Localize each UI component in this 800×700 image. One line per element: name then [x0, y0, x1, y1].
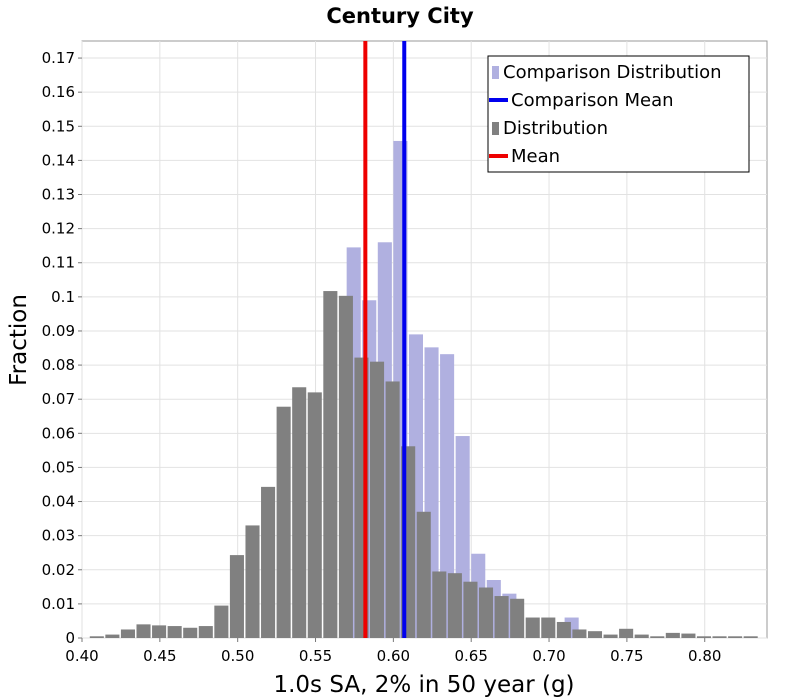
distribution-bar	[370, 361, 385, 638]
y-tick-label: 0.09	[42, 322, 75, 340]
y-tick-label: 0.16	[42, 83, 75, 101]
y-tick-label: 0.17	[42, 49, 75, 67]
legend-box	[487, 55, 750, 173]
distribution-bar	[634, 634, 649, 638]
y-tick-label: 0.13	[42, 186, 75, 204]
x-tick-label: 0.80	[688, 647, 721, 665]
distribution-bar	[338, 295, 353, 638]
y-tick-label: 0	[65, 629, 75, 647]
x-tick-label: 0.60	[377, 647, 410, 665]
distribution-bar	[587, 631, 603, 638]
legend-label: Comparison Distribution	[503, 62, 722, 83]
x-tick-label: 0.65	[455, 647, 488, 665]
distribution-bar	[556, 621, 571, 638]
distribution-bar	[416, 511, 431, 638]
legend: Comparison Distribution Comparison Mean Di…	[487, 55, 750, 173]
legend-label: Comparison Mean	[511, 90, 674, 111]
distribution-bar	[261, 486, 276, 638]
distribution-bar	[323, 291, 338, 638]
distribution-bar	[120, 629, 135, 638]
distribution-bar	[245, 525, 260, 638]
distribution-bar	[214, 605, 229, 638]
y-axis: 0 0.01 0.02 0.03 0.04 0.05 0.06 0.07 0.08 0.09 0.1…	[42, 49, 82, 647]
distribution-bar	[463, 581, 478, 638]
legend-swatch	[492, 66, 499, 79]
distribution-bar	[307, 392, 322, 638]
distribution-bar	[276, 406, 291, 638]
distribution-bar	[198, 626, 213, 638]
chart-title: Century City	[326, 4, 474, 28]
x-tick-label: 0.50	[221, 647, 254, 665]
comparison-bar	[440, 354, 455, 638]
x-tick-label: 0.75	[610, 647, 643, 665]
distribution-bar	[136, 624, 151, 638]
y-tick-label: 0.14	[42, 151, 75, 169]
distribution-bar	[619, 628, 634, 638]
distribution-bar	[432, 571, 447, 638]
distribution-bar	[541, 617, 556, 638]
distribution-bar	[105, 634, 120, 638]
distribution-bar	[167, 626, 182, 638]
distribution-bar	[572, 629, 587, 638]
distribution-bar	[183, 627, 198, 638]
distribution-bar	[229, 555, 244, 638]
y-tick-label: 0.11	[42, 254, 75, 272]
x-axis-title: 1.0s SA, 2% in 50 year (g)	[273, 672, 574, 698]
y-tick-label: 0.01	[42, 595, 75, 613]
distribution-bar	[728, 636, 743, 638]
distribution-bar	[152, 625, 167, 638]
mean-lines	[363, 41, 407, 638]
y-tick-label: 0.05	[42, 458, 75, 476]
y-tick-label: 0.15	[42, 117, 75, 135]
legend-label: Mean	[511, 146, 560, 167]
distribution-bar	[696, 636, 712, 638]
legend-swatch	[492, 122, 499, 135]
y-tick-label: 0.03	[42, 527, 75, 545]
distribution-bar	[494, 596, 509, 638]
distribution-bar	[447, 573, 462, 638]
x-tick-label: 0.70	[532, 647, 565, 665]
x-tick-label: 0.45	[143, 647, 176, 665]
distribution-bar	[681, 633, 696, 638]
x-tick-label: 0.40	[65, 647, 98, 665]
y-tick-label: 0.12	[42, 220, 75, 238]
x-tick-label: 0.55	[299, 647, 332, 665]
y-tick-label: 0.08	[42, 356, 75, 374]
distribution-bar	[603, 634, 618, 638]
distribution-bar	[478, 587, 494, 638]
distribution-bar	[743, 636, 758, 638]
y-tick-label: 0.04	[42, 493, 75, 511]
y-tick-label: 0.02	[42, 561, 75, 579]
x-axis: 0.40 0.45 0.50 0.55 0.60 0.65 0.70 0.75 0.80	[65, 638, 721, 665]
distribution-bar	[712, 636, 727, 638]
distribution-bar	[510, 598, 525, 638]
y-tick-label: 0.1	[51, 288, 75, 306]
legend-label: Distribution	[503, 118, 608, 139]
y-axis-title: Fraction	[6, 294, 32, 386]
distribution-bar	[385, 381, 400, 638]
distribution-bar	[292, 387, 307, 638]
y-tick-label: 0.06	[42, 424, 75, 442]
distribution-bar	[665, 632, 680, 638]
distribution-bar	[525, 617, 540, 638]
y-tick-label: 0.07	[42, 390, 75, 408]
distribution-bar	[650, 636, 665, 638]
distribution-bar	[89, 636, 104, 638]
